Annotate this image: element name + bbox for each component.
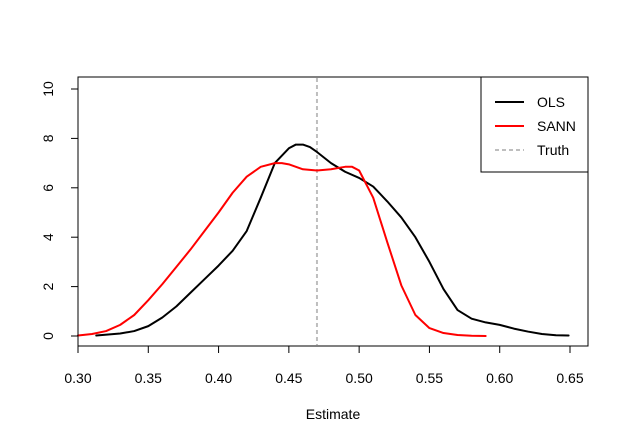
legend-label-sann: SANN [537,118,576,134]
series-line-sann [77,162,487,337]
x-tick-label: 0.55 [416,370,443,386]
y-tick-label: 2 [40,282,56,290]
x-tick-label: 0.40 [205,370,232,386]
x-axis-title: Estimate [306,406,361,422]
x-tick-label: 0.35 [135,370,162,386]
y-tick-label: 6 [40,184,56,192]
legend-label-ols: OLS [537,94,565,110]
y-tick-label: 0 [40,332,56,340]
series-line-ols [95,143,570,337]
legend-label-truth: Truth [537,142,569,158]
y-tick-label: 10 [40,81,56,97]
legend-box [480,76,589,173]
y-tick-label: 4 [40,233,56,241]
y-tick-label: 8 [40,134,56,142]
x-tick-label: 0.65 [556,370,583,386]
x-tick-label: 0.45 [275,370,302,386]
x-tick-label: 0.60 [486,370,513,386]
x-tick-label: 0.50 [346,370,373,386]
x-tick-label: 0.30 [64,370,91,386]
